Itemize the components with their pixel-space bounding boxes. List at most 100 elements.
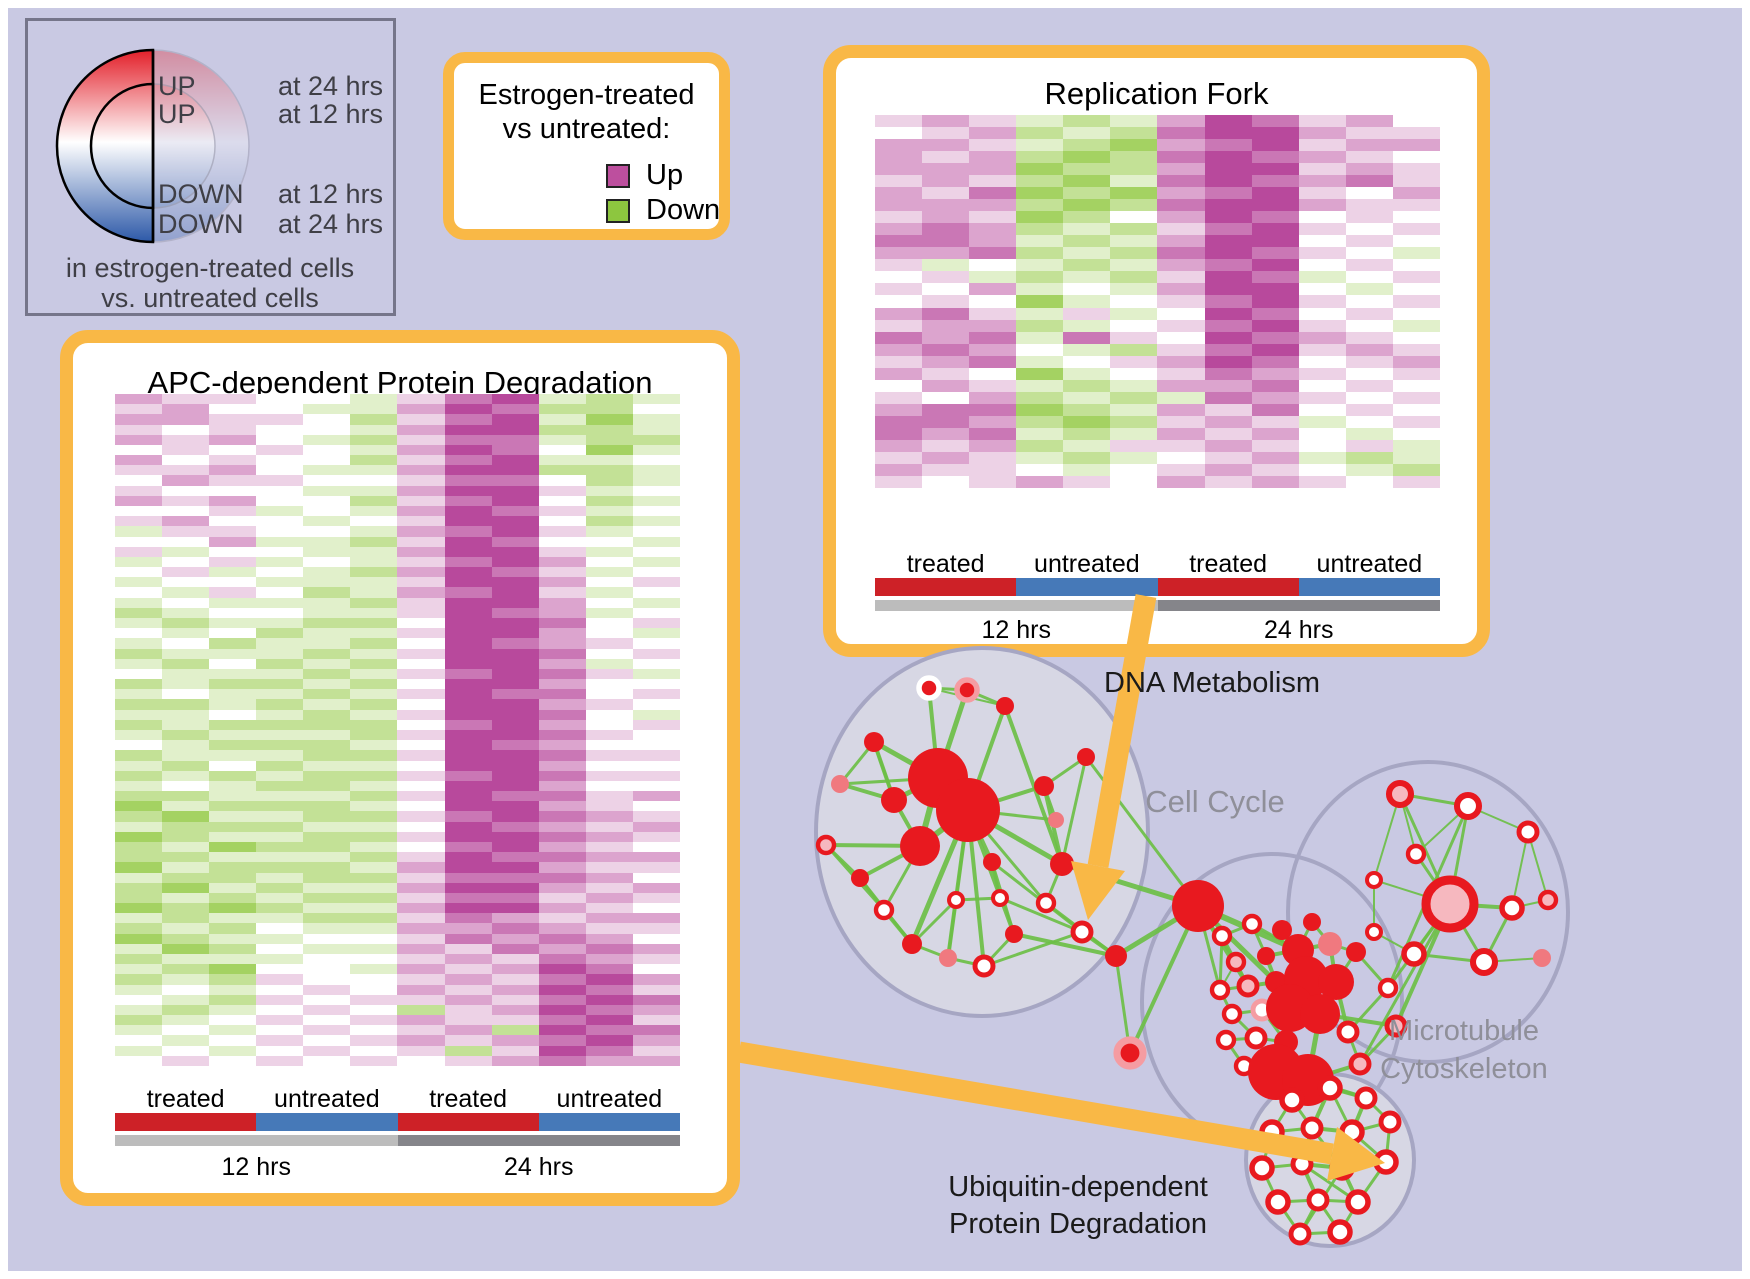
- heatmap-cell: [632, 597, 680, 608]
- heatmap-cell: [1251, 343, 1299, 356]
- heatmap-cell: [303, 801, 351, 812]
- heatmap-cell: [350, 760, 398, 771]
- heatmap-cell: [162, 1035, 210, 1046]
- heatmap-cell: [115, 546, 163, 557]
- heatmap-cell: [1392, 235, 1440, 248]
- heatmap-cell: [1298, 355, 1346, 368]
- heatmap-cell: [1345, 175, 1393, 188]
- heatmap-cell: [969, 439, 1017, 452]
- heatmap-cell: [1063, 391, 1111, 404]
- heatmap-cell: [209, 1035, 257, 1046]
- heatmap-cell: [1110, 247, 1158, 260]
- heatmap-cell: [350, 709, 398, 720]
- heatmap-cell: [538, 485, 586, 496]
- heatmap-cell: [1016, 283, 1064, 296]
- heatmap-cell: [303, 556, 351, 568]
- heatmap-cell: [1251, 223, 1299, 236]
- heatmap-cell: [491, 1035, 539, 1046]
- heatmap-cell: [1063, 295, 1111, 308]
- heatmap-cell: [1016, 175, 1064, 188]
- heatmap-cell: [1063, 139, 1111, 152]
- treated-bar-segment: [115, 1113, 257, 1131]
- heatmap-cell: [350, 984, 398, 995]
- heatmap-cell: [209, 414, 257, 425]
- heatmap-cell: [1157, 259, 1205, 272]
- heatmap-cell: [256, 455, 304, 466]
- heatmap-cell: [1157, 187, 1205, 200]
- heatmap-cell: [397, 852, 445, 863]
- heatmap-cell: [1016, 139, 1064, 152]
- heatmap-cell: [1110, 367, 1158, 380]
- heatmap-cell: [1345, 439, 1393, 452]
- heatmap-cell: [444, 424, 492, 435]
- heatmap-cell: [162, 903, 210, 914]
- heatmap-cell: [162, 628, 210, 639]
- heatmap-cell: [397, 424, 445, 435]
- heatmap-cell: [585, 1045, 633, 1056]
- heatmap-cell: [162, 699, 210, 710]
- heatmap-cell: [969, 127, 1017, 140]
- heatmap-cell: [1157, 295, 1205, 308]
- heatmap-cell: [1204, 151, 1252, 164]
- heatmap-cell: [1063, 355, 1111, 368]
- heatmap-cell: [491, 567, 539, 578]
- heatmap-cell: [632, 1055, 680, 1066]
- updown-legend-title-2: vs untreated:: [502, 113, 671, 145]
- heatmap-cell: [1345, 115, 1393, 128]
- heatmap-cell: [397, 689, 445, 700]
- heatmap-cell: [1392, 211, 1440, 224]
- group-label: untreated: [274, 1085, 380, 1113]
- heatmap-cell: [115, 485, 163, 496]
- heatmap-cell: [303, 760, 351, 771]
- heatmap-cell: [632, 516, 680, 527]
- heatmap-cell: [1251, 259, 1299, 272]
- heatmap-cell: [632, 587, 680, 598]
- heatmap-cell: [585, 658, 633, 669]
- heatmap-cell: [585, 770, 633, 781]
- heatmap-cell: [491, 709, 539, 720]
- heatmap-cell: [1204, 439, 1252, 452]
- heatmap-cell: [922, 403, 970, 416]
- heatmap-cell: [969, 175, 1017, 188]
- heatmap-cell: [491, 455, 539, 466]
- heatmap-cell: [969, 259, 1017, 272]
- heatmap-cell: [350, 607, 398, 618]
- heatmap-cell: [115, 424, 163, 435]
- up-color-swatch: [606, 163, 630, 188]
- heatmap-cell: [209, 455, 257, 466]
- heatmap-cell: [162, 607, 210, 618]
- heatmap-cell: [1251, 451, 1299, 464]
- heatmap-cell: [1392, 163, 1440, 176]
- heatmap-cell: [1157, 439, 1205, 452]
- heatmap-cell: [585, 648, 633, 659]
- heatmap-cell: [115, 414, 163, 425]
- heatmap-cell: [303, 709, 351, 720]
- heatmap-cell: [1251, 319, 1299, 332]
- heatmap-cell: [350, 546, 398, 557]
- heatmap-cell: [303, 841, 351, 853]
- heatmap-cell: [1157, 271, 1205, 284]
- heatmap-cell: [538, 760, 586, 771]
- untreated-bar-segment: [256, 1113, 398, 1131]
- heatmap-cell: [1157, 223, 1205, 236]
- heatmap-cell: [209, 872, 257, 883]
- heatmap-cell: [162, 923, 210, 934]
- heatmap-cell: [538, 577, 586, 588]
- heatmap-cell: [491, 556, 539, 568]
- heatmap-cell: [256, 841, 304, 853]
- heatmap-cell: [209, 516, 257, 527]
- heatmap-cell: [350, 668, 398, 680]
- heatmap-cell: [444, 882, 492, 893]
- heatmap-cell: [350, 597, 398, 608]
- heatmap-cell: [585, 617, 633, 629]
- heatmap-cell: [538, 984, 586, 995]
- heatmap-cell: [303, 923, 351, 934]
- heatmap-cell: [256, 546, 304, 557]
- heatmap-cell: [303, 994, 351, 1005]
- heatmap-cell: [303, 587, 351, 598]
- heatmap-cell: [632, 658, 680, 669]
- heatmap-cell: [969, 199, 1017, 212]
- heatmap-cell: [350, 455, 398, 466]
- heatmap-cell: [162, 974, 210, 985]
- heatmap-cell: [397, 638, 445, 649]
